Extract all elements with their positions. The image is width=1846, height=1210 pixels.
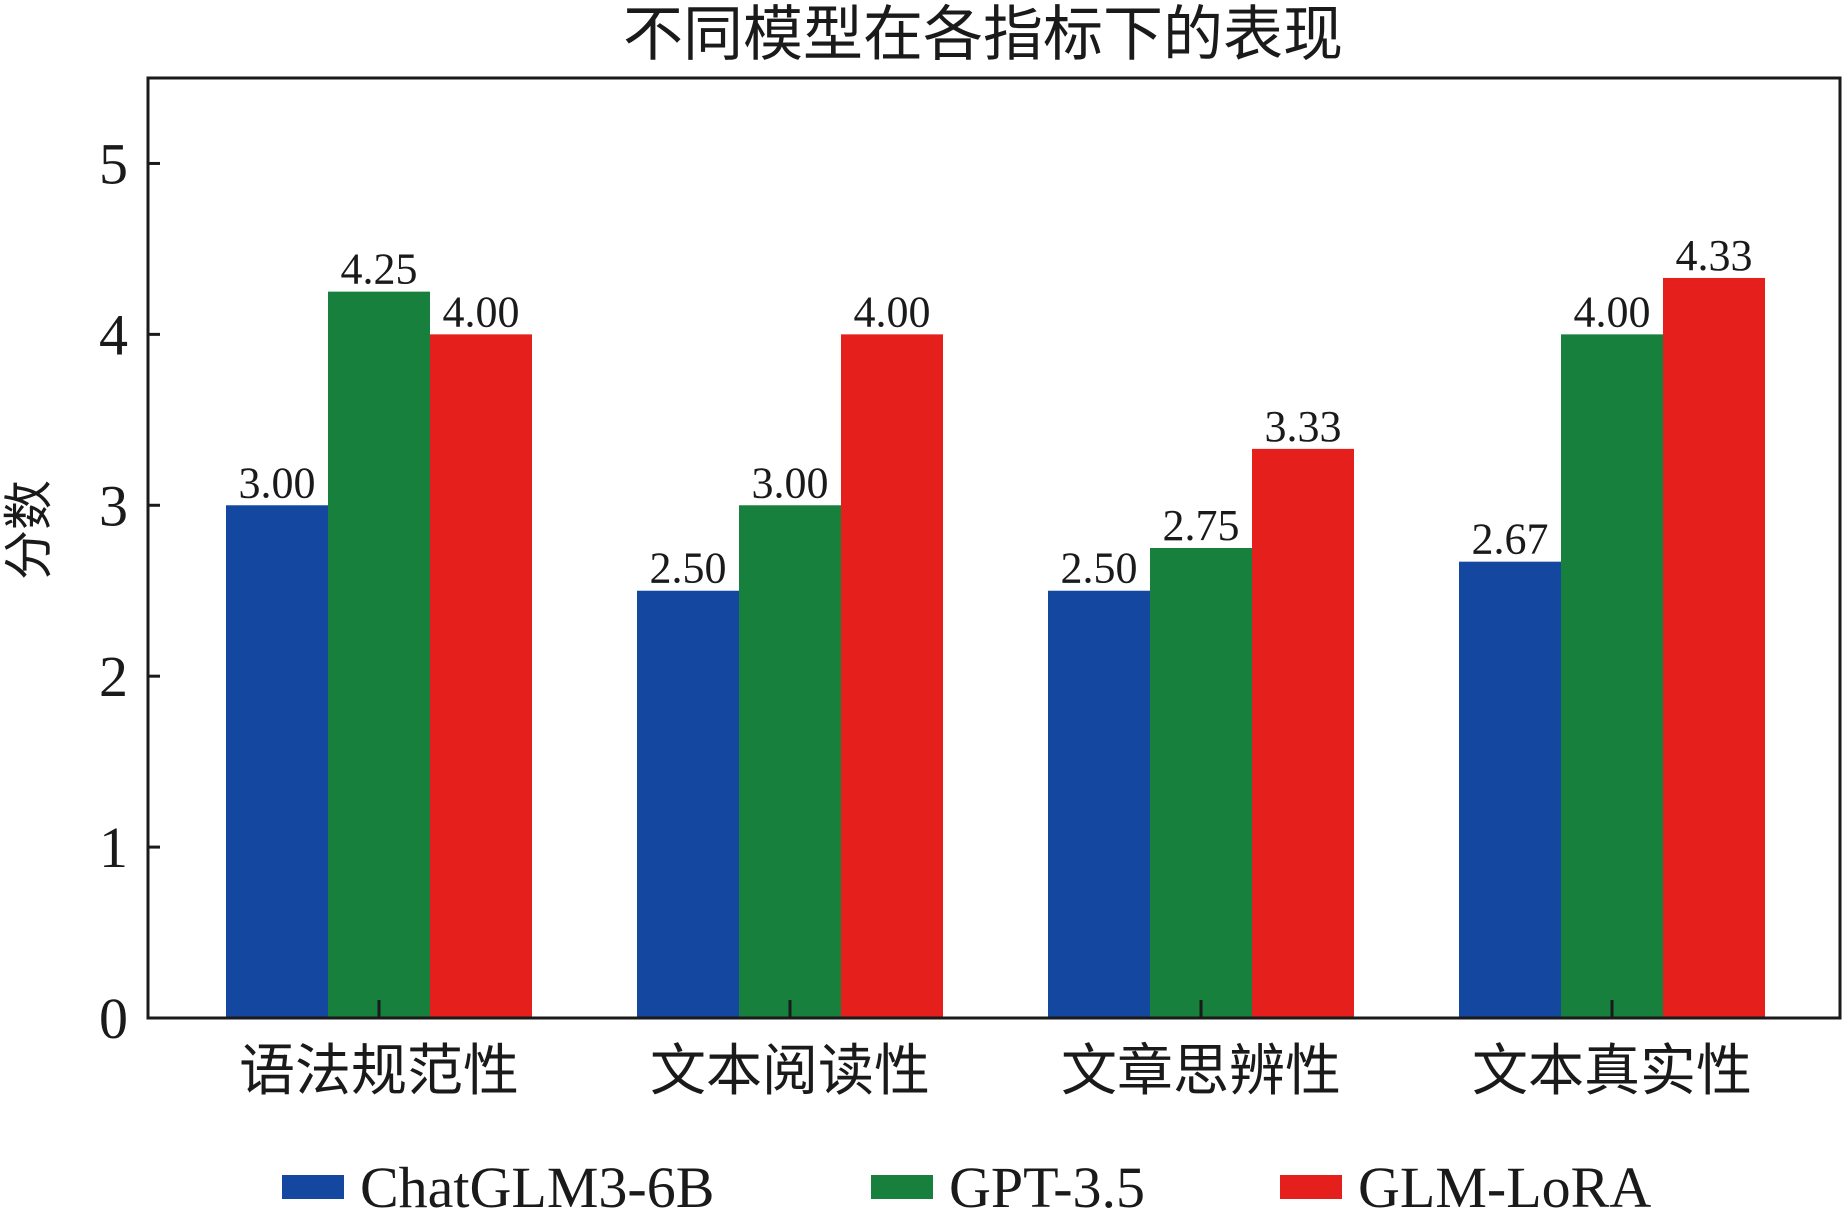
data-label: 4.00: [443, 287, 520, 336]
data-label: 4.00: [854, 287, 931, 336]
bar-gpt-3-5-1: [739, 505, 841, 1019]
bar-chatglm3-6b-1: [637, 590, 739, 1018]
y-axis-label: 分数: [0, 480, 58, 580]
y-tick-label: 5: [99, 131, 128, 196]
chart-title: 不同模型在各指标下的表现: [623, 0, 1343, 70]
y-tick-label: 0: [99, 986, 128, 1051]
bar-chatglm3-6b-0: [226, 505, 328, 1019]
bar-glm-lora-1: [841, 334, 943, 1018]
y-tick-label: 1: [99, 815, 128, 880]
legend-swatch-glm-lora: [1280, 1175, 1342, 1199]
y-axis-ticks: 0 1 2 3 4 5: [99, 131, 160, 1051]
legend-label: GLM-LoRA: [1358, 1155, 1651, 1210]
data-label: 4.00: [1574, 287, 1651, 336]
data-label: 2.50: [650, 544, 727, 593]
category-label: 文章思辨性: [1061, 1039, 1341, 1104]
bar-glm-lora-0: [430, 334, 532, 1018]
legend-swatch-gpt-3-5: [871, 1175, 933, 1199]
category-labels: 语法规范性 文本阅读性 文章思辨性 文本真实性: [239, 1039, 1752, 1104]
data-label: 4.33: [1676, 231, 1753, 280]
x-axis-ticks: [377, 1000, 1614, 1018]
y-tick-label: 2: [99, 644, 128, 709]
bar-gpt-3-5-0: [328, 291, 430, 1018]
y-tick-label: 4: [99, 302, 128, 367]
category-label: 文本阅读性: [650, 1039, 930, 1104]
legend-swatch-chatglm3-6b: [282, 1175, 344, 1199]
bar-gpt-3-5-2: [1150, 548, 1252, 1018]
legend-label: ChatGLM3-6B: [360, 1155, 714, 1210]
data-label: 2.67: [1472, 515, 1549, 564]
legend: ChatGLM3-6B GPT-3.5 GLM-LoRA: [282, 1155, 1651, 1210]
bars-group: [226, 277, 1765, 1019]
data-labels-group: 3.00 4.25 4.00 2.50 3.00 4.00 2.50 2.75 3.33 2.67…: [239, 231, 1753, 593]
data-label: 4.25: [341, 245, 418, 294]
bar-gpt-3-5-3: [1561, 334, 1663, 1018]
bar-glm-lora-2: [1252, 448, 1354, 1018]
category-label: 语法规范性: [239, 1039, 519, 1104]
data-label: 2.50: [1061, 544, 1138, 593]
category-label: 文本真实性: [1472, 1039, 1752, 1104]
data-label: 2.75: [1163, 501, 1240, 550]
data-label: 3.00: [752, 458, 829, 507]
plot-frame: [146, 76, 1842, 1020]
data-label: 3.33: [1265, 402, 1342, 451]
bar-glm-lora-3: [1663, 277, 1765, 1018]
y-tick-label: 3: [99, 473, 128, 538]
bar-chatglm3-6b-3: [1459, 561, 1561, 1018]
legend-label: GPT-3.5: [949, 1155, 1145, 1210]
bar-chatglm3-6b-2: [1048, 590, 1150, 1018]
data-label: 3.00: [239, 458, 316, 507]
